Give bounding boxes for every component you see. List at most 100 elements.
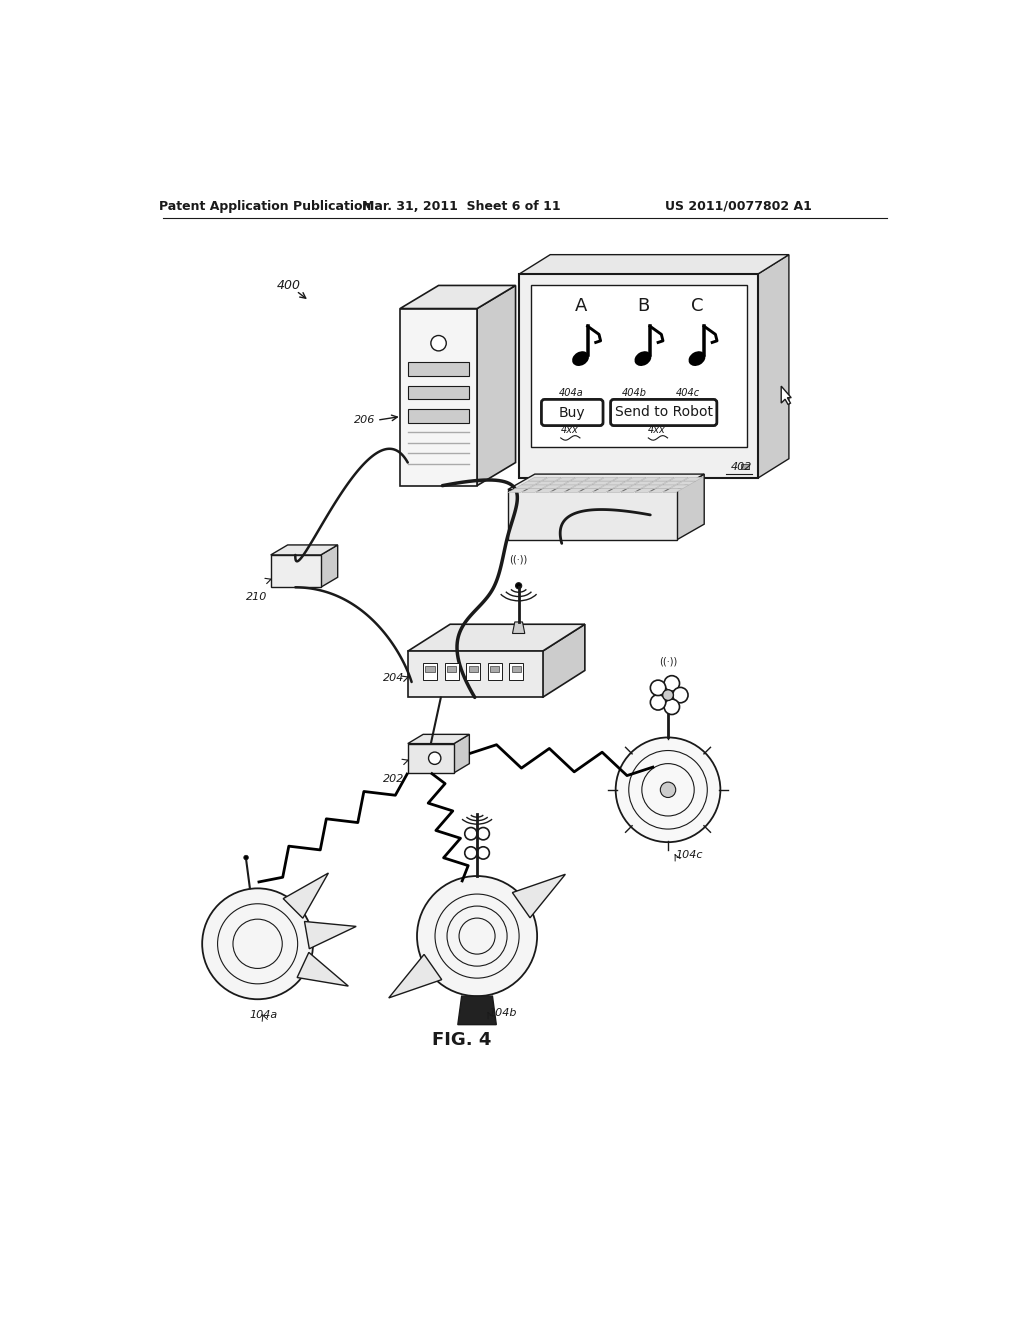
Text: 4xx: 4xx [561,425,579,436]
Polygon shape [270,554,321,587]
Polygon shape [664,488,682,492]
Polygon shape [270,545,338,554]
Bar [408,385,469,400]
Text: 402: 402 [730,462,752,471]
Polygon shape [400,309,477,486]
Polygon shape [508,488,527,492]
Polygon shape [683,478,702,480]
Bar [447,665,457,672]
Circle shape [615,738,720,842]
Polygon shape [550,488,569,492]
Ellipse shape [688,351,706,366]
FancyBboxPatch shape [542,400,603,425]
Polygon shape [677,480,696,484]
Polygon shape [542,478,561,480]
Bar [425,665,435,672]
Text: US 2011/0077802 A1: US 2011/0077802 A1 [666,199,812,213]
Polygon shape [543,624,585,697]
Circle shape [663,689,674,701]
Text: ((·)): ((·)) [658,656,677,667]
Bar [512,665,521,672]
Polygon shape [556,478,575,480]
Circle shape [417,876,538,997]
Bar [741,465,749,469]
FancyBboxPatch shape [610,400,717,425]
Text: A: A [574,297,587,315]
Text: Mar. 31, 2011  Sheet 6 of 11: Mar. 31, 2011 Sheet 6 of 11 [362,199,561,213]
Polygon shape [408,743,454,774]
Circle shape [429,752,441,764]
Bar [408,409,469,422]
Polygon shape [579,488,598,492]
Polygon shape [563,480,583,484]
Polygon shape [564,488,584,492]
Polygon shape [593,488,612,492]
Polygon shape [389,954,441,998]
Bar [509,663,523,680]
Polygon shape [677,474,705,540]
Text: Buy: Buy [559,405,586,420]
Polygon shape [781,387,792,405]
Polygon shape [621,480,639,484]
Polygon shape [628,484,647,488]
Polygon shape [655,484,675,488]
Circle shape [665,700,680,714]
Circle shape [673,688,688,702]
Polygon shape [521,480,541,484]
Polygon shape [512,874,565,917]
Polygon shape [663,480,682,484]
Polygon shape [606,488,626,492]
Text: 104a: 104a [250,1010,279,1019]
Bar [408,363,469,376]
Polygon shape [670,478,688,480]
Polygon shape [570,478,590,480]
Polygon shape [512,622,524,634]
Bar [466,663,480,680]
Polygon shape [606,480,626,484]
Polygon shape [649,488,669,492]
Text: B: B [637,297,649,315]
Polygon shape [550,480,569,484]
Polygon shape [557,484,577,488]
Text: 404a: 404a [559,388,584,399]
Polygon shape [628,478,674,506]
Polygon shape [599,478,617,480]
Bar [444,663,459,680]
Bar [531,285,746,447]
Text: 206: 206 [354,416,376,425]
Polygon shape [641,478,660,480]
Polygon shape [519,255,788,275]
Text: 202: 202 [383,774,403,784]
Polygon shape [477,285,515,486]
Polygon shape [592,480,611,484]
Polygon shape [528,484,548,488]
Polygon shape [454,734,469,774]
Polygon shape [408,734,469,743]
Circle shape [660,781,676,797]
Text: FIG. 4: FIG. 4 [432,1031,492,1049]
Polygon shape [585,484,604,488]
Circle shape [244,855,249,859]
Circle shape [650,680,666,696]
Text: Send to Robot: Send to Robot [614,405,713,420]
Polygon shape [537,488,555,492]
Polygon shape [515,484,534,488]
Polygon shape [585,478,604,480]
Ellipse shape [635,351,651,366]
Polygon shape [600,506,700,515]
Circle shape [431,335,446,351]
Polygon shape [578,480,597,484]
Polygon shape [458,997,497,1024]
Bar [490,665,500,672]
Polygon shape [321,545,338,587]
Bar [487,663,502,680]
Text: 404c: 404c [676,388,699,399]
Text: 204: 204 [383,673,403,684]
Polygon shape [508,474,705,490]
Circle shape [650,694,666,710]
Text: ((·)): ((·)) [510,554,527,565]
Text: 210: 210 [246,591,267,602]
Polygon shape [304,921,356,949]
Text: 404b: 404b [622,388,646,399]
Polygon shape [613,484,633,488]
